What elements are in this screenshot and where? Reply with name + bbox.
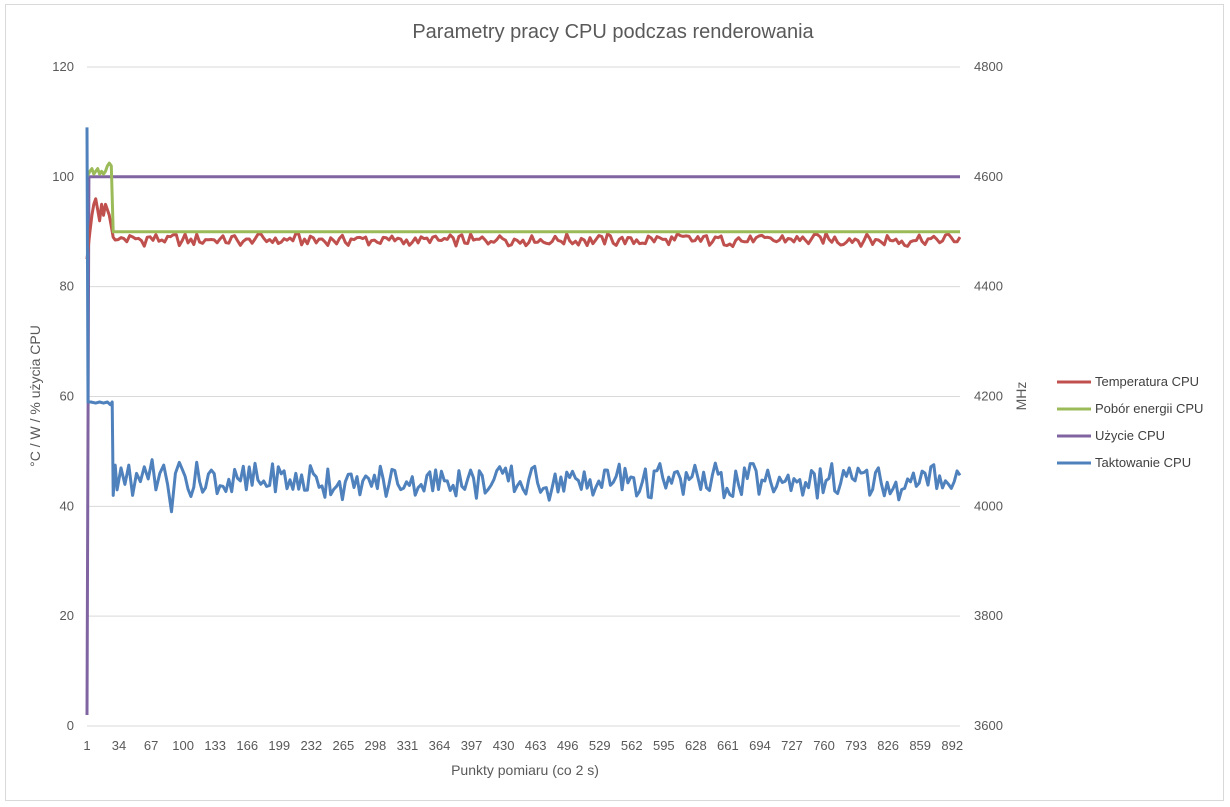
x-tick-label: 364	[429, 738, 451, 753]
x-tick-label: 199	[268, 738, 290, 753]
y-tick-label-right: 4600	[974, 169, 1003, 184]
x-tick-label: 661	[717, 738, 739, 753]
y-tick-label-left: 40	[60, 498, 74, 513]
x-tick-label: 265	[333, 738, 355, 753]
chart-frame	[5, 4, 1224, 801]
x-tick-label: 595	[653, 738, 675, 753]
left-axis-ticks: 0 20 40 60 80 100 120	[52, 59, 74, 733]
x-tick-label: 793	[845, 738, 867, 753]
y-tick-label-right: 4400	[974, 279, 1003, 294]
x-tick-label: 694	[749, 738, 771, 753]
x-tick-label: 826	[877, 738, 899, 753]
series-line-0	[85, 197, 962, 260]
y-tick-label-left: 100	[52, 169, 74, 184]
series-line-2	[85, 175, 960, 716]
x-axis-ticks: 1 34 67 100 133 166 199 232 265 298 331 364 397 430 46…	[83, 738, 963, 753]
y-tick-label-right: 3800	[974, 608, 1003, 623]
x-tick-label: 397	[461, 738, 483, 753]
y-axis-title-right: MHz	[1013, 382, 1029, 411]
legend-label: Taktowanie CPU	[1095, 455, 1191, 470]
x-tick-label: 133	[204, 738, 226, 753]
x-tick-label: 1	[83, 738, 90, 753]
x-tick-label: 430	[493, 738, 515, 753]
chart-title: Parametry pracy CPU podczas renderowania	[412, 21, 814, 43]
x-tick-label: 100	[172, 738, 194, 753]
x-tick-label: 331	[397, 738, 419, 753]
gridlines	[87, 66, 960, 617]
x-tick-label: 67	[144, 738, 158, 753]
y-tick-label-left: 0	[67, 718, 74, 733]
x-tick-label: 232	[300, 738, 322, 753]
legend-label: Pobór energii CPU	[1095, 401, 1203, 416]
y-tick-label-left: 60	[60, 389, 74, 404]
right-axis-ticks: 3600 3800 4000 4200 4400 4600 4800	[974, 59, 1003, 733]
series-lines	[85, 127, 962, 716]
x-tick-label: 166	[236, 738, 258, 753]
series-line-3	[85, 127, 962, 514]
x-tick-label: 529	[589, 738, 611, 753]
y-tick-label-right: 4000	[974, 498, 1003, 513]
y-tick-label-right: 4200	[974, 389, 1003, 404]
y-tick-label-right: 4800	[974, 59, 1003, 74]
legend-label: Temperatura CPU	[1095, 374, 1199, 389]
legend: Temperatura CPU Pobór energii CPU Użycie C…	[1057, 374, 1203, 470]
x-tick-label: 727	[781, 738, 803, 753]
x-axis-title: Punkty pomiaru (co 2 s)	[451, 762, 599, 778]
x-tick-label: 34	[112, 738, 126, 753]
x-tick-label: 298	[365, 738, 387, 753]
x-tick-label: 628	[685, 738, 707, 753]
legend-label: Użycie CPU	[1095, 428, 1165, 443]
x-tick-label: 859	[909, 738, 931, 753]
y-tick-label-left: 80	[60, 279, 74, 294]
x-tick-label: 892	[941, 738, 963, 753]
x-tick-label: 496	[557, 738, 579, 753]
x-tick-label: 562	[621, 738, 643, 753]
y-tick-label-left: 120	[52, 59, 74, 74]
y-tick-label-right: 3600	[974, 718, 1003, 733]
y-tick-label-left: 20	[60, 608, 74, 623]
series-line-1	[85, 161, 960, 234]
x-tick-label: 760	[813, 738, 835, 753]
y-axis-title-left: °C / W / % użycia CPU	[27, 325, 43, 467]
x-tick-label: 463	[525, 738, 547, 753]
